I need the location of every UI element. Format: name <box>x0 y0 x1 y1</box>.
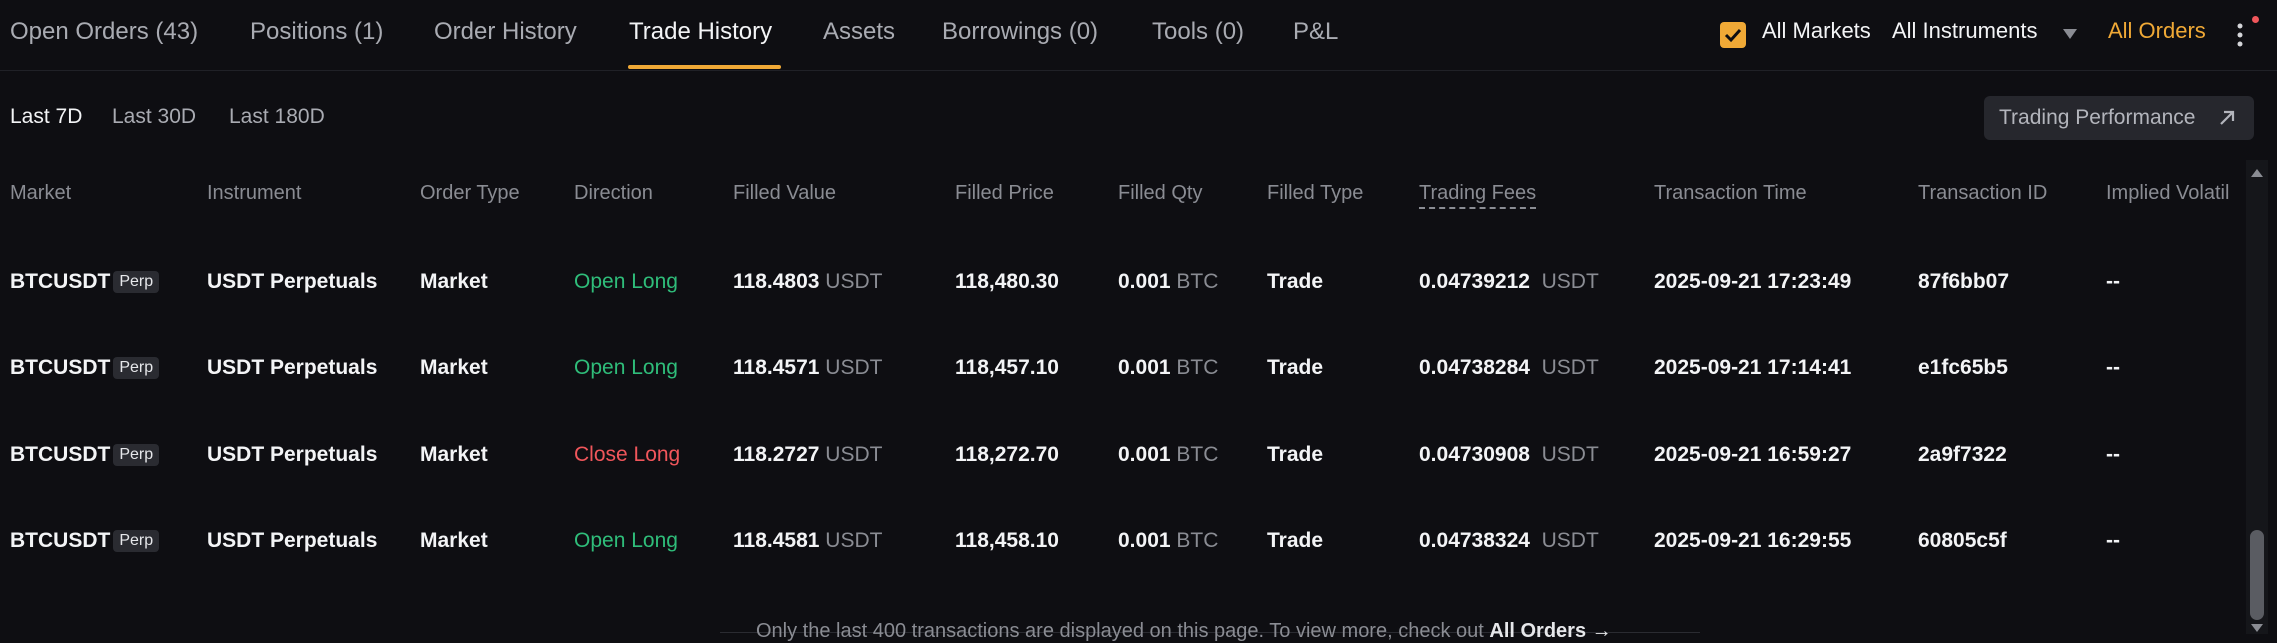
iv-cell: -- <box>2106 270 2120 293</box>
tab-tools[interactable]: Tools (0) <box>1152 18 1245 45</box>
caret-down-icon[interactable] <box>2062 28 2078 40</box>
col-order-type: Order Type <box>420 182 520 204</box>
filled-type-cell: Trade <box>1267 529 1324 552</box>
filled-price-cell: 118,458.10 <box>955 529 1059 552</box>
filter-last-30d[interactable]: Last 30D <box>112 105 197 128</box>
fees-cell: 0.04738324 USDT <box>1419 529 1599 552</box>
market-cell: BTCUSDT Perp <box>10 356 160 381</box>
table-row[interactable]: BTCUSDT Perp USDT Perpetuals Market Open … <box>0 270 2245 356</box>
instrument-cell: USDT Perpetuals <box>207 529 378 552</box>
tab-assets[interactable]: Assets <box>823 18 896 45</box>
col-market: Market <box>10 182 72 204</box>
iv-cell: -- <box>2106 443 2120 466</box>
instrument-select[interactable]: All Instruments <box>1892 18 2038 43</box>
tab-trade-history[interactable]: Trade History <box>629 18 773 45</box>
iv-cell: -- <box>2106 529 2120 552</box>
order-type-cell: Market <box>420 443 488 466</box>
filter-last-7d[interactable]: Last 7D <box>10 105 83 128</box>
col-transaction-time: Transaction Time <box>1654 182 1807 204</box>
tab-borrowings[interactable]: Borrowings (0) <box>942 18 1099 45</box>
perp-tag: Perp <box>113 530 160 552</box>
time-cell: 2025-09-21 16:29:55 <box>1654 529 1852 552</box>
footer-note: Only the last 400 transactions are displ… <box>756 620 1612 642</box>
col-filled-price: Filled Price <box>955 182 1054 204</box>
market-cell: BTCUSDT Perp <box>10 270 160 295</box>
all-markets-checkbox[interactable] <box>1720 22 1746 48</box>
tab-pnl[interactable]: P&L <box>1293 18 1339 45</box>
filled-qty-cell: 0.001 BTC <box>1118 356 1219 379</box>
arrow-up-right-icon <box>2220 110 2235 125</box>
checkmark-icon <box>1724 28 1742 43</box>
all-orders-link[interactable]: All Orders <box>2108 18 2206 43</box>
filled-value-cell: 118.4571 USDT <box>733 356 883 379</box>
col-filled-value: Filled Value <box>733 182 837 204</box>
trading-performance-label: Trading Performance <box>1999 106 2196 129</box>
instrument-cell: USDT Perpetuals <box>207 443 378 466</box>
table-row[interactable]: BTCUSDT Perp USDT Perpetuals Market Open … <box>0 356 2245 442</box>
col-implied-volatility: Implied Volatil <box>2106 182 2230 204</box>
table-row[interactable]: BTCUSDT Perp USDT Perpetuals Market Open … <box>0 529 2245 615</box>
market-cell: BTCUSDT Perp <box>10 529 160 554</box>
col-transaction-id: Transaction ID <box>1918 182 2048 204</box>
filled-value-cell: 118.2727 USDT <box>733 443 883 466</box>
filled-qty-cell: 0.001 BTC <box>1118 443 1219 466</box>
transaction-id-cell: e1fc65b5 <box>1918 356 2008 379</box>
scroll-down-arrow-icon[interactable] <box>2250 623 2264 633</box>
market-cell: BTCUSDT Perp <box>10 443 160 468</box>
direction-cell: Open Long <box>574 529 678 552</box>
notification-dot <box>2252 16 2259 23</box>
filled-qty-cell: 0.001 BTC <box>1118 529 1219 552</box>
filter-last-180d[interactable]: Last 180D <box>229 105 325 128</box>
time-cell: 2025-09-21 17:23:49 <box>1654 270 1852 293</box>
transaction-id-cell: 60805c5f <box>1918 529 2007 552</box>
direction-cell: Close Long <box>574 443 681 466</box>
filled-price-cell: 118,457.10 <box>955 356 1059 379</box>
all-markets-label[interactable]: All Markets <box>1762 18 1871 43</box>
instrument-cell: USDT Perpetuals <box>207 270 378 293</box>
perp-tag: Perp <box>113 271 160 293</box>
filled-price-cell: 118,480.30 <box>955 270 1059 293</box>
col-trading-fees[interactable]: Trading Fees <box>1419 182 1537 209</box>
tab-open-orders[interactable]: Open Orders (43) <box>10 18 199 45</box>
trading-performance-button[interactable]: Trading Performance <box>1984 96 2254 140</box>
footer-divider <box>720 632 1700 633</box>
scrollbar-thumb[interactable] <box>2250 530 2264 620</box>
footer-all-orders-link[interactable]: All Orders → <box>1489 620 1612 642</box>
tab-bar: Open Orders (43) Positions (1) Order His… <box>0 0 2277 71</box>
table-row[interactable]: BTCUSDT Perp USDT Perpetuals Market Close… <box>0 443 2245 529</box>
col-filled-qty: Filled Qty <box>1118 182 1203 204</box>
active-tab-indicator <box>628 65 781 69</box>
fees-cell: 0.04739212 USDT <box>1419 270 1599 293</box>
fees-cell: 0.04738284 USDT <box>1419 356 1599 379</box>
order-type-cell: Market <box>420 529 488 552</box>
filled-value-cell: 118.4803 USDT <box>733 270 883 293</box>
vertical-scrollbar[interactable] <box>2246 160 2268 634</box>
perp-tag: Perp <box>113 444 160 466</box>
filled-qty-cell: 0.001 BTC <box>1118 270 1219 293</box>
time-cell: 2025-09-21 17:14:41 <box>1654 356 1852 379</box>
direction-cell: Open Long <box>574 356 678 379</box>
iv-cell: -- <box>2106 356 2120 379</box>
direction-cell: Open Long <box>574 270 678 293</box>
order-type-cell: Market <box>420 270 488 293</box>
order-type-cell: Market <box>420 356 488 379</box>
filled-value-cell: 118.4581 USDT <box>733 529 883 552</box>
filled-type-cell: Trade <box>1267 443 1324 466</box>
filled-price-cell: 118,272.70 <box>955 443 1059 466</box>
transaction-id-cell: 87f6bb07 <box>1918 270 2010 293</box>
transaction-id-cell: 2a9f7322 <box>1918 443 2007 466</box>
more-vertical-icon[interactable] <box>2236 22 2244 48</box>
time-cell: 2025-09-21 16:59:27 <box>1654 443 1852 466</box>
tab-positions[interactable]: Positions (1) <box>250 18 384 45</box>
tab-order-history[interactable]: Order History <box>434 18 577 45</box>
fees-cell: 0.04730908 USDT <box>1419 443 1599 466</box>
col-filled-type: Filled Type <box>1267 182 1364 204</box>
perp-tag: Perp <box>113 357 160 379</box>
filled-type-cell: Trade <box>1267 270 1324 293</box>
filled-type-cell: Trade <box>1267 356 1324 379</box>
col-instrument: Instrument <box>207 182 302 204</box>
scroll-up-arrow-icon[interactable] <box>2250 168 2264 178</box>
instrument-cell: USDT Perpetuals <box>207 356 378 379</box>
col-direction: Direction <box>574 182 653 204</box>
